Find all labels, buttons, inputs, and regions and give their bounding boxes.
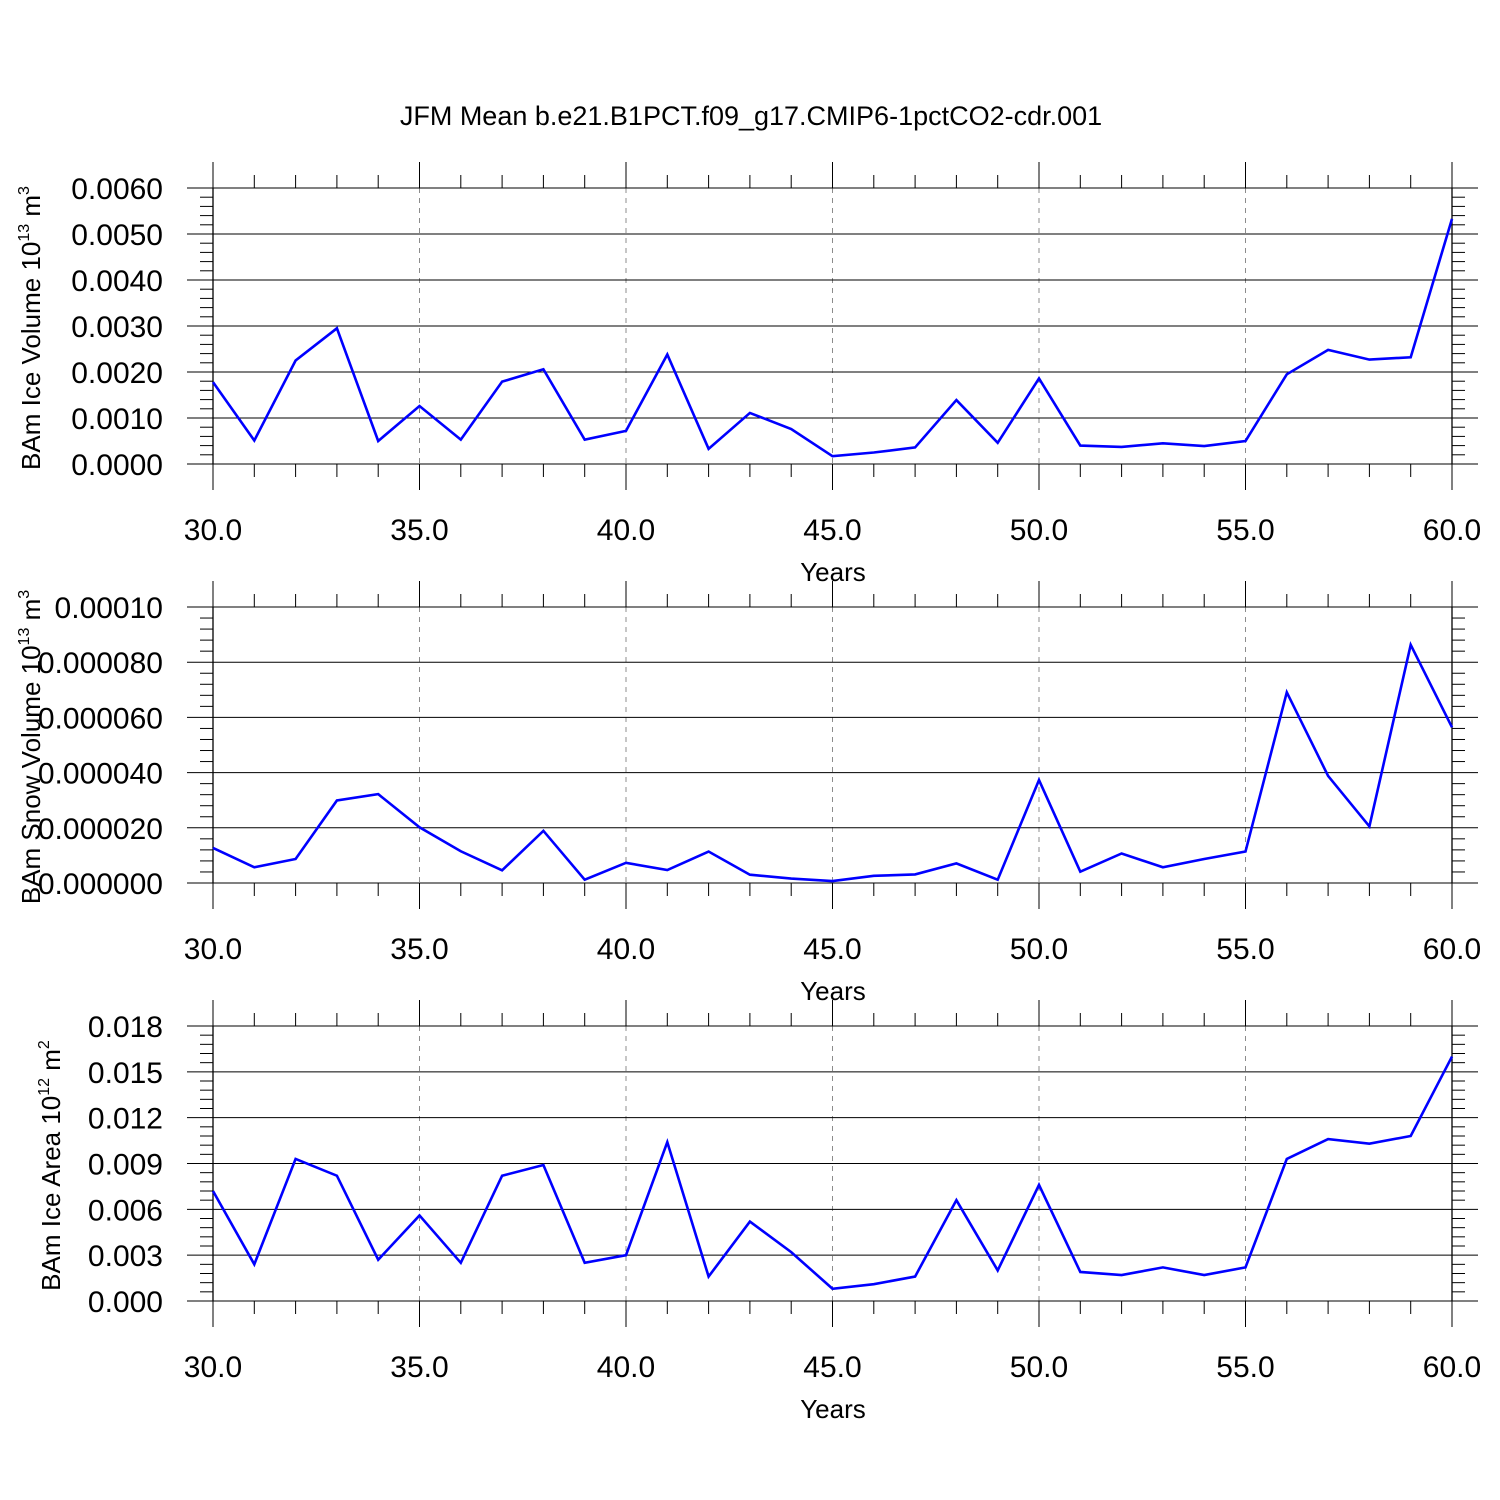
figure-title: JFM Mean b.e21.B1PCT.f09_g17.CMIP6-1pctC… [400, 101, 1102, 131]
y-tick-label: 0.000080 [38, 647, 163, 680]
y-tick-label: 0.000000 [38, 868, 163, 901]
y-tick-label: 0.0050 [71, 219, 163, 252]
x-tick-label: 55.0 [1216, 514, 1274, 547]
y-tick-label: 0.018 [88, 1011, 163, 1044]
x-tick-label: 40.0 [597, 514, 655, 547]
y-tick-label: 0.00010 [55, 592, 163, 625]
x-tick-label: 60.0 [1423, 1351, 1481, 1384]
y-tick-label: 0.0010 [71, 403, 163, 436]
x-tick-label: 50.0 [1010, 514, 1068, 547]
series-line-1 [211, 1055, 1454, 1291]
y-tick-label: 0.000020 [38, 813, 163, 846]
x-tick-label: 60.0 [1423, 514, 1481, 547]
chart-panel-2: 0.000000 0.000020 0.000040 0.000060 0.000080… [16, 581, 1481, 1006]
x-axis-title: Years [800, 1394, 866, 1424]
y-tick-label: 0.000 [88, 1286, 163, 1319]
y-tick-label: 0.015 [88, 1057, 163, 1090]
x-tick-label: 40.0 [597, 933, 655, 966]
x-tick-label: 50.0 [1010, 933, 1068, 966]
x-tick-label: 55.0 [1216, 933, 1274, 966]
y-tick-label: 0.0030 [71, 311, 163, 344]
y-tick-label: 0.0060 [71, 173, 163, 206]
x-tick-label: 30.0 [184, 933, 242, 966]
x-tick-label: 45.0 [803, 933, 861, 966]
x-tick-label: 30.0 [184, 514, 242, 547]
x-tick-label: 55.0 [1216, 1351, 1274, 1384]
y-tick-label: 0.000040 [38, 758, 163, 791]
y-tick-label: 0.006 [88, 1194, 163, 1227]
chart-panel-3: 0.000 0.003 0.006 0.009 0.012 0.015 0.018 30.0 3… [36, 1000, 1481, 1424]
x-tick-label: 45.0 [803, 1351, 861, 1384]
y-axis-title-clip: BAm Snow Volume 1013 m3 [16, 590, 46, 904]
x-tick-label: 60.0 [1423, 933, 1481, 966]
y-tick-label: 0.003 [88, 1240, 163, 1273]
y-tick-label: 0.0000 [71, 449, 163, 482]
y-axis-title: BAm Snow Volume 1013 m3 [16, 590, 46, 904]
x-tick-label: 30.0 [184, 1351, 242, 1384]
x-tick-label: 35.0 [390, 933, 448, 966]
x-tick-label: 50.0 [1010, 1351, 1068, 1384]
y-tick-label: 0.012 [88, 1103, 163, 1136]
x-tick-label: 35.0 [390, 514, 448, 547]
y-axis-title: BAm Ice Area 1012 m2 [36, 1040, 66, 1291]
y-tick-label: 0.0020 [71, 357, 163, 390]
y-tick-label: 0.000060 [38, 702, 163, 735]
y-axis-title: BAm Ice Volume 1013 m3 [16, 186, 46, 470]
x-tick-label: 40.0 [597, 1351, 655, 1384]
x-tick-label: 35.0 [390, 1351, 448, 1384]
y-tick-label: 0.009 [88, 1149, 163, 1182]
x-tick-label: 45.0 [803, 514, 861, 547]
panels: 0.0000 0.0010 0.0020 0.0030 0.0040 0.0050 0.00… [16, 162, 1481, 1424]
chart-panel-1: 0.0000 0.0010 0.0020 0.0030 0.0040 0.0050 0.00… [16, 162, 1481, 587]
y-tick-label: 0.0040 [71, 265, 163, 298]
